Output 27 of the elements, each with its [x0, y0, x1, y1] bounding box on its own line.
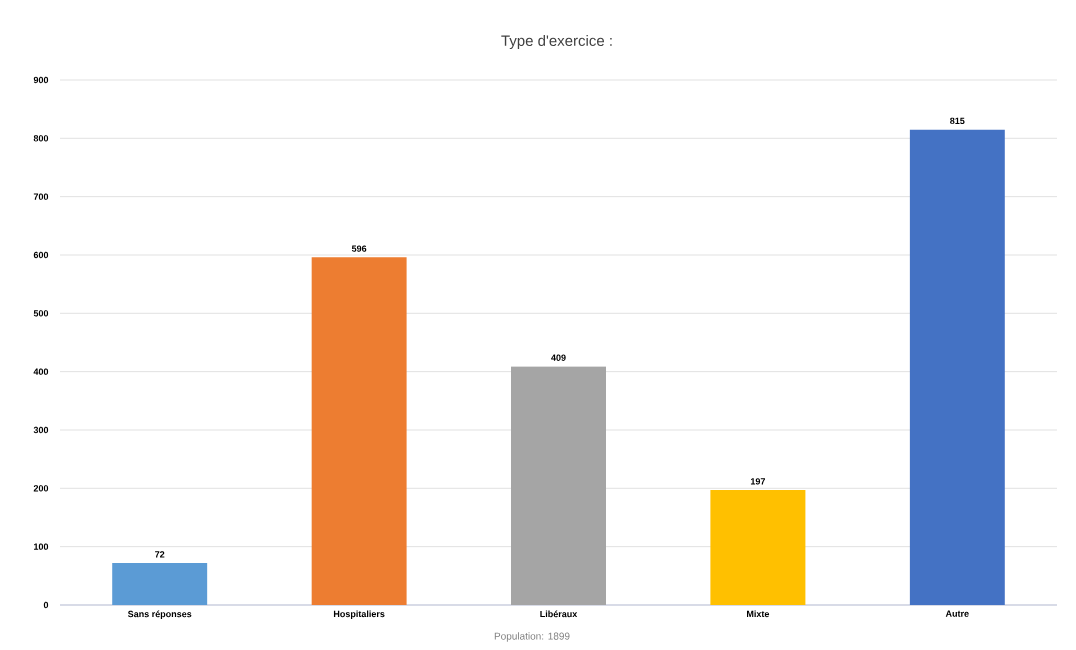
y-tick-label: 0 — [43, 601, 49, 609]
y-tick-label: 900 — [33, 76, 49, 84]
x-tick-label: Mixte — [746, 610, 770, 618]
x-tick-label: Libéraux — [540, 610, 578, 618]
bar — [112, 562, 208, 605]
y-tick-label: 300 — [33, 426, 49, 434]
chart-title: Type d'exercice : — [501, 35, 612, 49]
data-label: 72 — [155, 551, 165, 558]
y-tick-label: 100 — [34, 543, 49, 550]
y-tick-label: 400 — [33, 368, 49, 375]
y-tick-label: 800 — [33, 135, 49, 142]
data-label: 409 — [551, 354, 566, 361]
data-label: 815 — [950, 117, 965, 125]
y-tick-label: 700 — [33, 193, 49, 200]
y-tick-label: 200 — [33, 485, 49, 492]
bar — [311, 257, 407, 605]
x-tick-label: Sans réponses — [127, 610, 192, 619]
x-tick-label: Autre — [945, 610, 969, 617]
y-tick-label: 500 — [33, 310, 49, 317]
data-label: 197 — [750, 478, 766, 485]
text: Population: 1899 — [494, 632, 570, 642]
data-label: 596 — [351, 245, 367, 252]
bar — [710, 490, 806, 605]
bar — [511, 366, 606, 605]
bar — [909, 129, 1005, 605]
y-tick-label: 600 — [33, 251, 49, 259]
x-tick-label: Hospitaliers — [333, 610, 385, 619]
